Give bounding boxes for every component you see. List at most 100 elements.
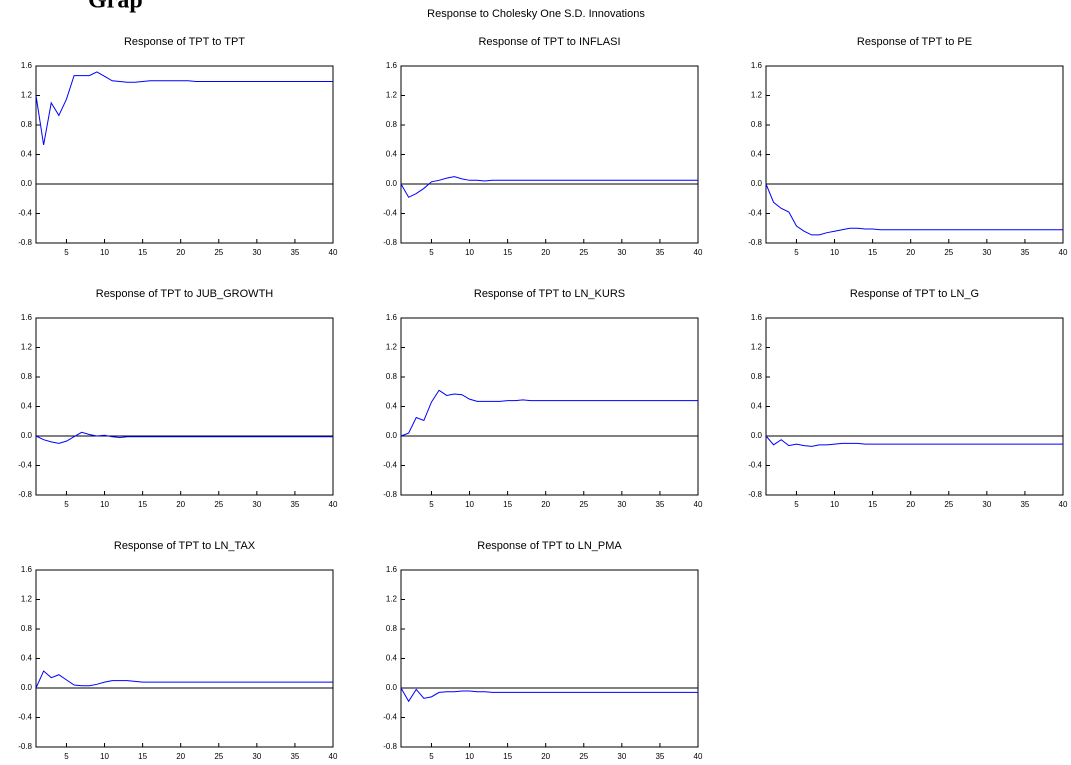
x-tick-label: 10 [100,500,109,509]
y-tick-label: -0.4 [383,209,397,218]
y-tick-label: 1.2 [386,595,398,604]
y-tick-label: 0.4 [386,150,398,159]
x-tick-label: 15 [503,248,512,257]
x-tick-label: 10 [830,248,839,257]
y-tick-label: 0.8 [751,120,763,129]
x-tick-label: 20 [176,752,185,761]
x-tick-label: 35 [1020,500,1029,509]
y-tick-label: 0.8 [386,624,398,633]
y-tick-label: 1.6 [21,313,33,322]
x-tick-label: 5 [794,248,799,257]
y-tick-label: 0.8 [21,120,33,129]
x-tick-label: 5 [794,500,799,509]
y-tick-label: -0.8 [748,238,762,247]
response-line [766,436,1063,446]
y-tick-label: 1.2 [751,91,763,100]
x-tick-label: 5 [429,752,434,761]
y-tick-label: 0.8 [751,372,763,381]
x-tick-label: 30 [252,752,261,761]
x-tick-label: 35 [655,248,664,257]
y-tick-label: 1.2 [21,343,33,352]
y-tick-label: -0.4 [18,209,32,218]
x-tick-label: 20 [906,248,915,257]
y-tick-label: 0.0 [21,179,33,188]
y-tick-label: 1.6 [386,565,398,574]
plot-frame [401,570,698,747]
plot-frame [36,318,333,495]
chart-title: Response of TPT to LN_G [850,288,979,300]
x-tick-label: 40 [694,248,703,257]
plot-frame [36,66,333,243]
x-tick-label: 15 [503,752,512,761]
y-tick-label: 0.0 [751,431,763,440]
page-heading: Grap [88,0,143,14]
y-tick-label: 1.2 [386,91,398,100]
chart-title: Response of TPT to LN_PMA [477,540,622,552]
y-tick-label: 0.0 [386,683,398,692]
x-tick-label: 35 [655,752,664,761]
figure: Grap Response to Cholesky One S.D. Innov… [0,0,1071,765]
x-tick-label: 15 [868,248,877,257]
x-tick-label: 30 [252,248,261,257]
y-tick-label: -0.4 [18,461,32,470]
y-tick-label: -0.4 [383,461,397,470]
x-tick-label: 30 [617,500,626,509]
x-tick-label: 15 [868,500,877,509]
x-tick-label: 30 [982,248,991,257]
x-tick-label: 40 [329,248,338,257]
chart-title: Response of TPT to TPT [124,36,245,48]
y-tick-label: -0.4 [748,461,762,470]
x-tick-label: 20 [541,752,550,761]
x-tick-label: 40 [329,500,338,509]
x-tick-label: 20 [176,248,185,257]
y-tick-label: 1.6 [386,313,398,322]
plot-frame [401,66,698,243]
x-tick-label: 25 [579,752,588,761]
x-tick-label: 35 [655,500,664,509]
y-tick-label: 1.6 [751,61,763,70]
y-tick-label: -0.8 [18,490,32,499]
x-tick-label: 30 [617,248,626,257]
chart-title: Response of TPT to LN_TAX [114,540,256,552]
y-tick-label: -0.4 [18,713,32,722]
x-tick-label: 35 [290,752,299,761]
response-line [36,72,333,145]
y-tick-label: 0.0 [21,683,33,692]
x-tick-label: 25 [579,500,588,509]
x-tick-label: 10 [465,500,474,509]
x-tick-label: 10 [465,248,474,257]
y-tick-label: 1.2 [21,91,33,100]
y-tick-label: 0.8 [21,624,33,633]
x-tick-label: 35 [290,500,299,509]
response-line [401,390,698,436]
x-tick-label: 40 [1059,248,1068,257]
y-tick-label: -0.8 [383,742,397,751]
y-tick-label: 0.8 [21,372,33,381]
y-tick-label: -0.8 [748,490,762,499]
y-tick-label: 1.6 [21,565,33,574]
y-tick-label: -0.8 [383,490,397,499]
plot-frame [401,318,698,495]
y-tick-label: 1.2 [386,343,398,352]
response-line [401,177,698,198]
x-tick-label: 25 [214,752,223,761]
x-tick-label: 5 [64,752,69,761]
y-tick-label: 0.4 [21,150,33,159]
y-tick-label: -0.4 [383,713,397,722]
y-tick-label: 0.4 [386,402,398,411]
x-tick-label: 40 [1059,500,1068,509]
x-tick-label: 20 [541,500,550,509]
y-tick-label: 1.2 [751,343,763,352]
response-line [36,671,333,688]
x-tick-label: 10 [100,248,109,257]
x-tick-label: 20 [176,500,185,509]
y-tick-label: 0.4 [751,402,763,411]
x-tick-label: 30 [617,752,626,761]
x-tick-label: 30 [252,500,261,509]
x-tick-label: 35 [290,248,299,257]
x-tick-label: 25 [944,500,953,509]
y-tick-label: 0.0 [751,179,763,188]
x-tick-label: 25 [214,500,223,509]
plot-frame [766,318,1063,495]
y-tick-label: 1.6 [386,61,398,70]
